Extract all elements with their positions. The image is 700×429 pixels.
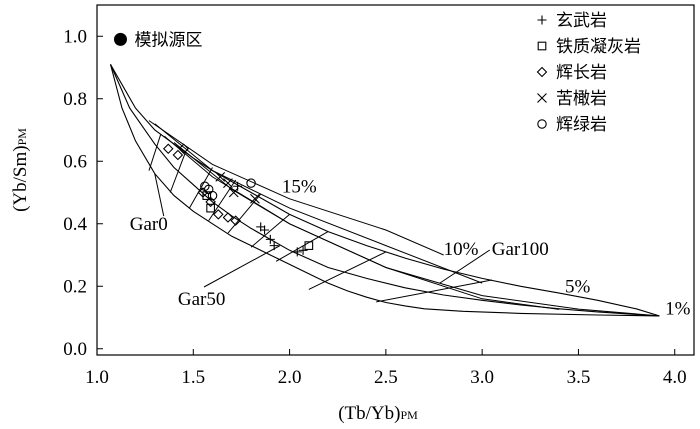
source-label: 模拟源区 (134, 30, 202, 50)
melt-line-5pct (164, 135, 560, 310)
x-tick-label: 2.5 (374, 367, 398, 388)
x-tick-label: 3.5 (567, 367, 591, 388)
y-tick-label: 0.8 (63, 89, 87, 110)
curve-label-gar50: Gar50 (178, 289, 225, 310)
y-tick-label: 0.4 (63, 214, 87, 235)
legend-item-diamond: 辉长岩 (536, 63, 607, 83)
axis-ticks: 1.0 1.5 2.0 2.5 3.0 3.5 4.0 0.0 0.2 0.4 0.6 0.8 1.0 (63, 26, 686, 388)
y-tick-label: 0.6 (63, 151, 87, 172)
sample-cross-point (250, 193, 260, 204)
y-axis-label: (Yb/Sm)PM (10, 128, 31, 212)
sample-square-point (206, 203, 215, 213)
x-axis-label: (Tb/Yb)PM (338, 403, 418, 424)
legend-label: 铁质凝灰岩 (556, 37, 641, 57)
sample-plus-point (265, 234, 275, 244)
curve-label-5pct: 5% (565, 277, 591, 298)
source-point-marker (113, 32, 127, 46)
sample-diamond-point (178, 143, 189, 155)
legend-cross-icon (537, 93, 547, 103)
sample-diamond-point (213, 209, 224, 220)
curve-label-gar0: Gar0 (130, 214, 168, 235)
tie-line-9 (376, 279, 492, 303)
sample-points (162, 143, 314, 257)
x-tick-label: 3.0 (470, 367, 494, 388)
sample-diamond-point (197, 187, 209, 198)
leader-line (154, 173, 165, 217)
leader-line (203, 245, 281, 288)
sample-diamond-point (222, 212, 234, 223)
curve-label-gar100: Gar100 (492, 239, 549, 260)
legend-plus-icon (537, 15, 547, 25)
leader-line (439, 249, 491, 284)
y-tick-label: 0.2 (63, 276, 87, 297)
melt-line-10pct (154, 123, 483, 284)
tie-line-5 (227, 193, 262, 234)
curve-labels: 模拟源区 Gar0 Gar50 Gar100 15% 10% 5% 1% (113, 30, 691, 319)
sample-diamond-point (230, 215, 241, 226)
sample-diamond-point (172, 149, 184, 161)
model-grid (109, 64, 660, 317)
x-tick-label: 2.0 (278, 367, 302, 388)
plot-area-frame (96, 4, 695, 356)
x-tick-label: 1.5 (181, 367, 205, 388)
legend-square-icon (537, 41, 547, 51)
legend-circle-icon (537, 119, 547, 129)
sample-cross-point (215, 171, 226, 182)
legend-item-cross: 苦橄岩 (537, 89, 607, 109)
y-tick-label: 0.0 (63, 339, 87, 360)
sample-plus-point (260, 225, 270, 235)
sample-diamond-point (162, 143, 174, 155)
sample-plus-point (298, 245, 308, 255)
x-tick-label: 4.0 (663, 367, 687, 388)
tie-line-8 (308, 251, 387, 290)
x-tick-label: 1.0 (85, 367, 109, 388)
legend-label: 辉长岩 (556, 63, 607, 83)
legend-label: 辉绿岩 (556, 115, 607, 135)
tie-line-2 (169, 151, 187, 193)
curve-label-1pct: 1% (665, 298, 691, 319)
curve-label-15pct: 15% (282, 177, 317, 198)
sample-circle-point (246, 178, 256, 188)
legend-label: 玄武岩 (556, 11, 607, 31)
sample-circle-point (207, 190, 218, 201)
legend-item-circle: 辉绿岩 (537, 115, 607, 135)
legend-item-plus: 玄武岩 (537, 11, 607, 31)
legend-label: 苦橄岩 (556, 89, 607, 109)
tie-line-1 (148, 134, 162, 171)
y-tick-label: 1.0 (63, 26, 87, 47)
legend-diamond-icon (536, 66, 548, 78)
sample-plus-point (292, 247, 302, 257)
sample-diamond-point (205, 196, 216, 208)
tie-line-7 (275, 231, 329, 262)
sample-square-point (304, 241, 314, 250)
melt-line-15pct (148, 120, 444, 256)
legend-item-square: 铁质凝灰岩 (537, 37, 641, 57)
model-curve-gar0 (109, 64, 660, 317)
melt-line-1pct (173, 142, 660, 317)
sample-cross-point (228, 187, 239, 198)
curve-label-10pct: 10% (444, 239, 479, 260)
model-curve-gar100 (110, 64, 660, 317)
sample-cross-point (223, 178, 233, 189)
